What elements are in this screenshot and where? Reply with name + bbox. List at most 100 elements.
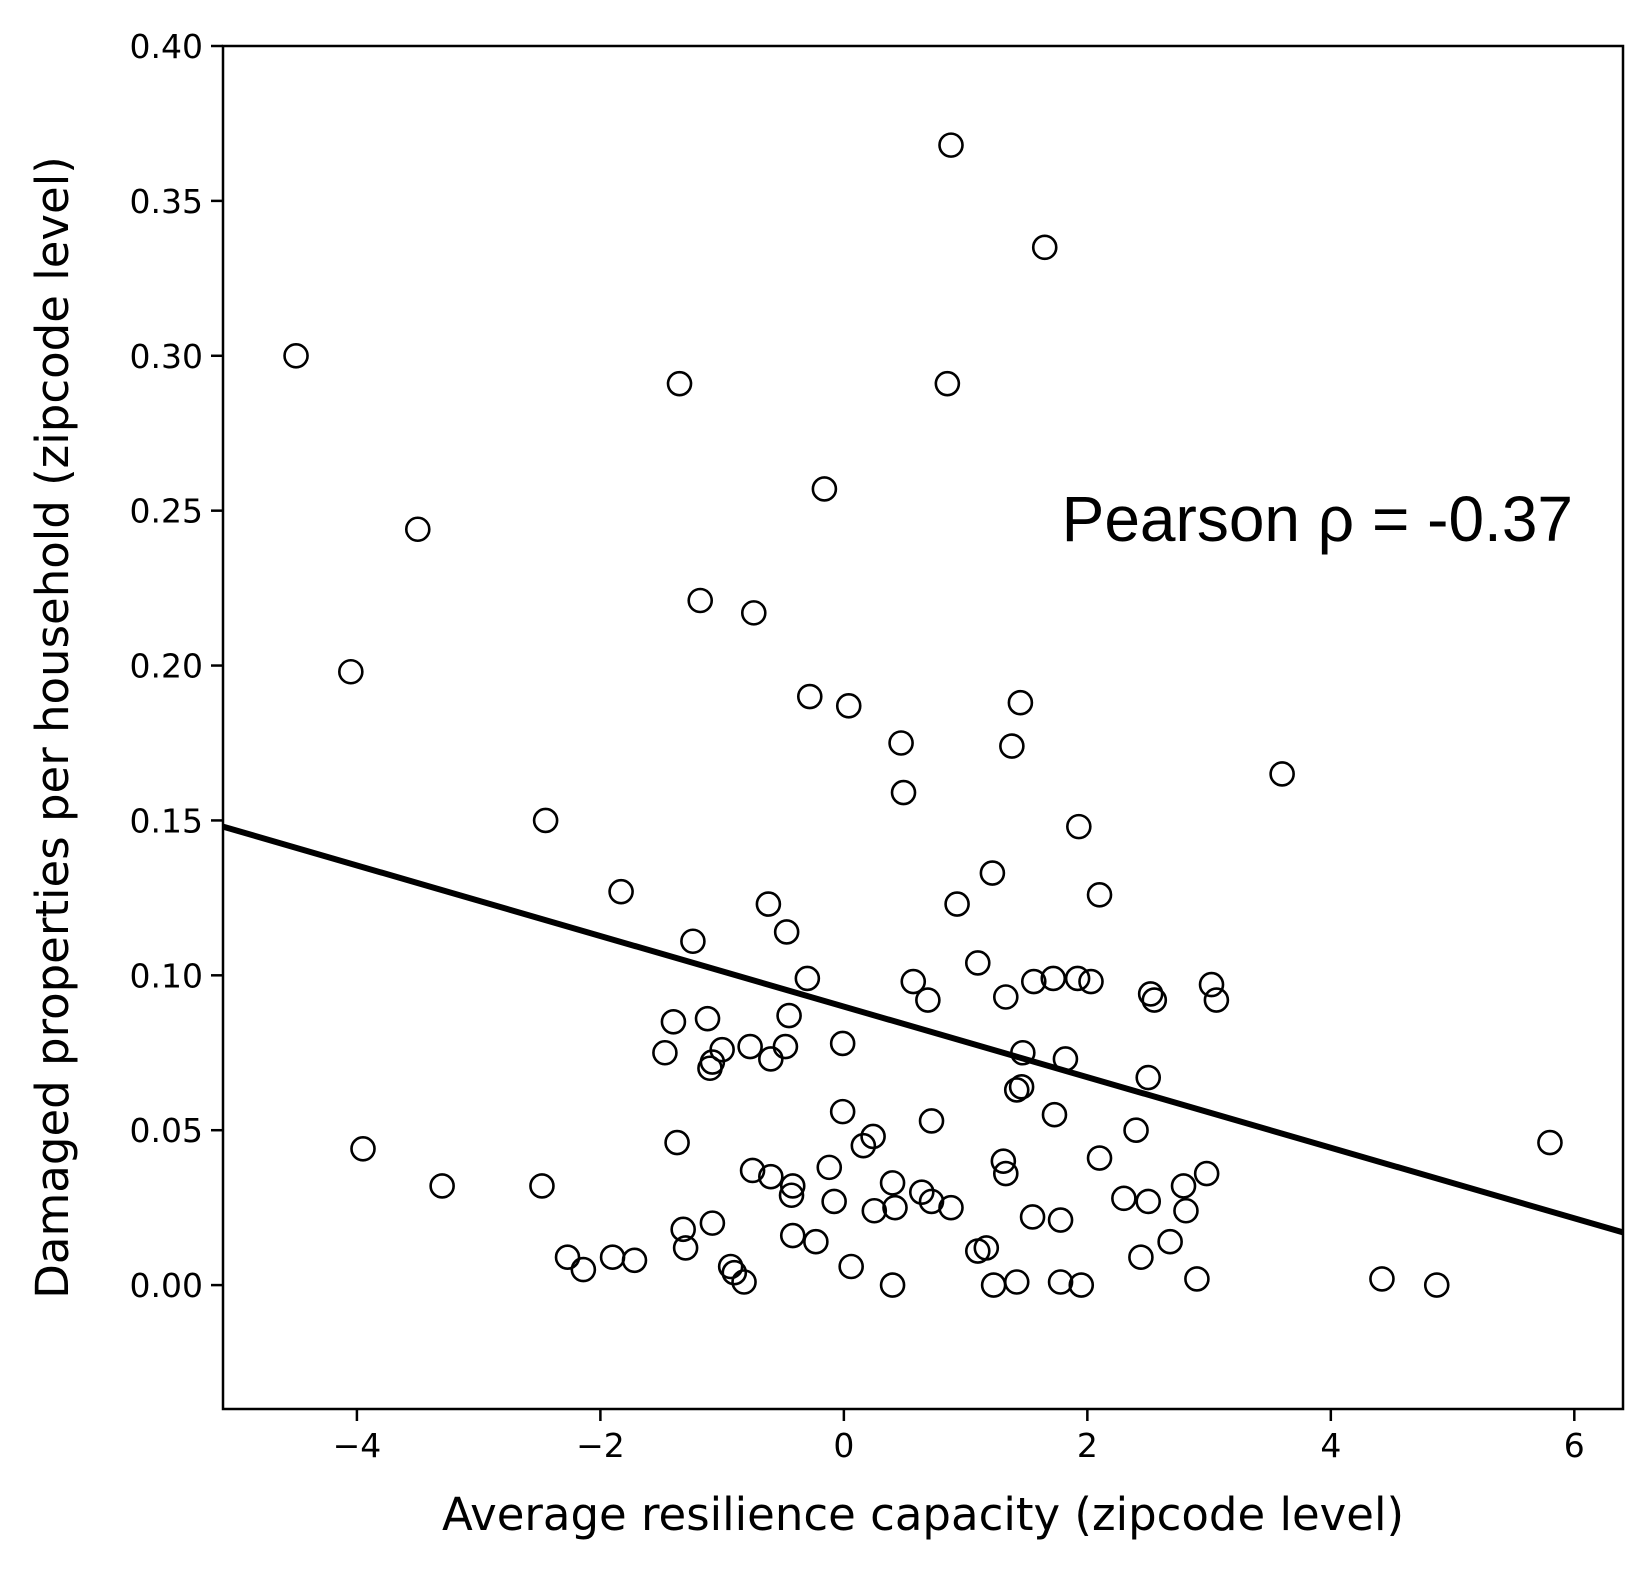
data-point (835, 693, 862, 719)
data-point (758, 1046, 784, 1072)
data-point (773, 919, 800, 945)
axes-frame (221, 44, 1625, 1411)
data-point (755, 891, 782, 917)
data-point (908, 1179, 935, 1205)
data-point (1157, 1228, 1183, 1255)
data-point (429, 1173, 455, 1199)
data-point (890, 779, 917, 806)
y-tick-label: 0.20 (130, 647, 203, 686)
data-point (860, 1123, 886, 1150)
data-point (1010, 1039, 1036, 1066)
data-point (699, 1210, 726, 1236)
data-point (1020, 968, 1047, 995)
data-point (1019, 1204, 1046, 1230)
data-point (934, 370, 961, 397)
data-point (1111, 1185, 1137, 1212)
data-point (680, 928, 706, 955)
data-point (1047, 1269, 1074, 1295)
data-point (529, 1173, 555, 1199)
data-point (1041, 1101, 1068, 1128)
data-point (1198, 971, 1225, 998)
data-point (879, 1272, 906, 1298)
data-point (1369, 1266, 1395, 1292)
y-tick-label: 0.00 (130, 1266, 203, 1305)
data-point (664, 1129, 690, 1156)
data-point (672, 1235, 699, 1261)
data-point (915, 987, 941, 1013)
y-tick-label: 0.35 (130, 182, 203, 221)
data-point (829, 1098, 856, 1125)
data-point (1193, 1160, 1220, 1187)
data-point (1184, 1266, 1210, 1292)
data-point (1170, 1173, 1197, 1199)
data-point (740, 600, 767, 626)
data-point (1008, 1074, 1035, 1100)
data-point (1078, 968, 1104, 995)
data-point (803, 1228, 829, 1255)
x-tick-label: −4 (333, 1426, 382, 1465)
data-point (990, 1148, 1017, 1174)
data-point (888, 730, 914, 756)
data-point (850, 1132, 877, 1159)
x-tick-label: 6 (1564, 1426, 1585, 1465)
data-point (739, 1157, 766, 1184)
data-point (1141, 987, 1168, 1013)
data-point (717, 1253, 744, 1280)
data-point (779, 1222, 806, 1249)
data-point (737, 1033, 763, 1060)
data-point (1135, 1064, 1162, 1091)
data-point (1086, 881, 1113, 908)
data-point (879, 1170, 906, 1196)
data-point (532, 807, 559, 834)
data-point (554, 1244, 581, 1271)
data-point (1173, 1197, 1199, 1224)
y-tick-label: 0.25 (130, 492, 203, 531)
data-point (938, 132, 964, 158)
data-point (1137, 981, 1164, 1007)
data-point (821, 1188, 847, 1215)
y-tick-label: 0.30 (130, 337, 203, 376)
x-axis-title: Average resilience capacity (zipcode lev… (442, 1488, 1404, 1541)
data-point (652, 1039, 678, 1066)
y-tick-label: 0.15 (130, 801, 203, 840)
data-point (1423, 1272, 1450, 1298)
data-point (918, 1108, 945, 1134)
data-point (1203, 987, 1230, 1013)
data-point (1269, 761, 1295, 787)
data-point (1047, 1207, 1074, 1233)
data-point (1066, 813, 1092, 840)
data-point (621, 1247, 648, 1274)
data-point (1052, 1046, 1079, 1072)
data-point (338, 658, 364, 685)
x-tick-label: 4 (1320, 1426, 1341, 1465)
data-point (829, 1030, 856, 1057)
data-point (992, 1160, 1019, 1187)
data-point (900, 968, 927, 995)
data-point (1003, 1077, 1030, 1103)
data-point (1128, 1244, 1154, 1271)
data-point (599, 1244, 626, 1271)
data-point (779, 1173, 806, 1199)
data-point (979, 860, 1006, 886)
plot-area (223, 132, 1623, 1298)
data-point (861, 1197, 888, 1224)
x-tick-label: −2 (576, 1426, 625, 1465)
data-point (882, 1194, 908, 1221)
y-tick-label: 0.05 (130, 1111, 203, 1150)
data-point (1086, 1145, 1113, 1171)
data-point (776, 1002, 802, 1029)
data-point (283, 342, 309, 369)
data-point (709, 1036, 735, 1063)
data-point (796, 683, 823, 710)
data-point (1003, 1269, 1030, 1295)
data-point (570, 1256, 597, 1283)
data-point (838, 1253, 864, 1280)
pearson-annotation: Pearson ρ = -0.37 (1062, 483, 1573, 555)
data-point (608, 878, 634, 905)
data-point (1007, 689, 1034, 716)
data-point (350, 1135, 376, 1162)
data-point (816, 1154, 843, 1181)
data-point (1123, 1117, 1149, 1144)
data-point (1537, 1129, 1563, 1156)
